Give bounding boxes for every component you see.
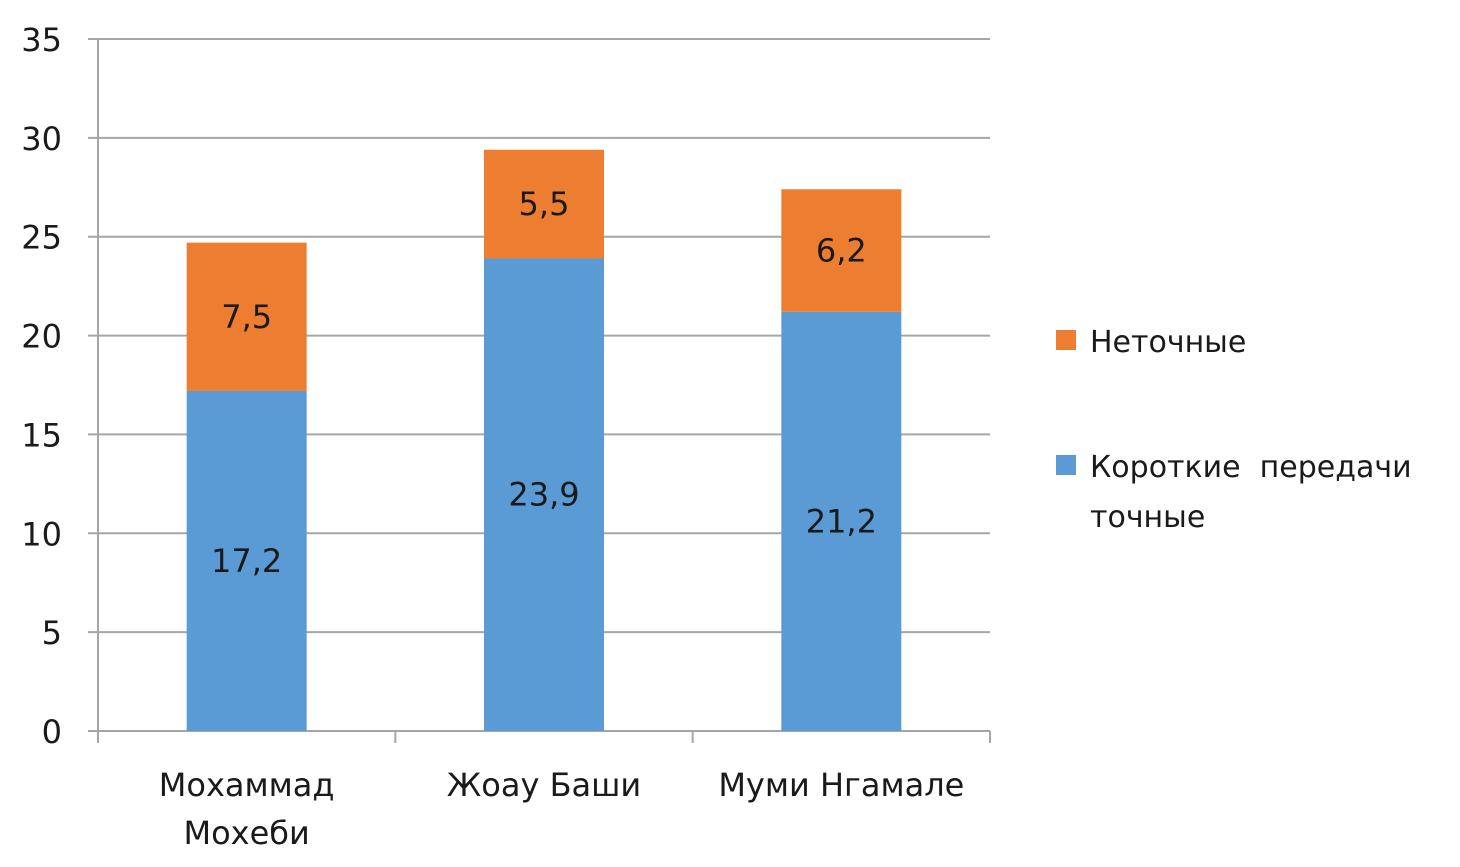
x-category-label: Мохеби [183, 814, 309, 852]
x-category-label: Мохаммад [159, 766, 335, 804]
bar-segment [781, 189, 902, 312]
legend-swatch [1056, 455, 1076, 475]
legend-label: точные [1090, 500, 1205, 535]
x-category-label: Жоау Баши [447, 766, 641, 804]
y-tick-label: 10 [21, 515, 62, 553]
y-tick-label: 25 [21, 219, 62, 257]
legend-label: Короткие передачи [1090, 450, 1412, 485]
data-label: 5,5 [519, 185, 570, 223]
x-axis: Мохаммад Мохеби Жоау Баши Муми Нгамале [88, 730, 991, 852]
y-tick-label: 15 [21, 416, 62, 454]
bar-segment [186, 390, 307, 731]
bar-segment [186, 242, 307, 391]
x-category-label: Муми Нгамале [718, 766, 964, 804]
bar-segment [484, 258, 604, 731]
data-label: 17,2 [211, 542, 282, 580]
bar-segment [781, 311, 902, 731]
data-label: 6,2 [816, 232, 867, 270]
y-tick-label: 0 [42, 713, 62, 751]
legend-label: Неточные [1090, 325, 1246, 360]
bar-segment [484, 149, 604, 259]
data-label: 7,5 [221, 298, 272, 336]
y-tick-label: 5 [42, 614, 62, 652]
y-tick-label: 30 [21, 120, 62, 158]
y-tick-label: 35 [21, 21, 62, 59]
legend-swatch [1056, 330, 1076, 350]
legend: Неточные Короткие передачи точные [1056, 325, 1412, 535]
data-label: 23,9 [508, 476, 579, 514]
y-axis: 0 5 10 15 20 25 30 35 [21, 21, 99, 751]
y-tick-label: 20 [21, 318, 62, 356]
data-label: 21,2 [806, 502, 877, 540]
bars: 17,2 7,5 23,9 5,5 21,2 6,2 [186, 149, 902, 731]
